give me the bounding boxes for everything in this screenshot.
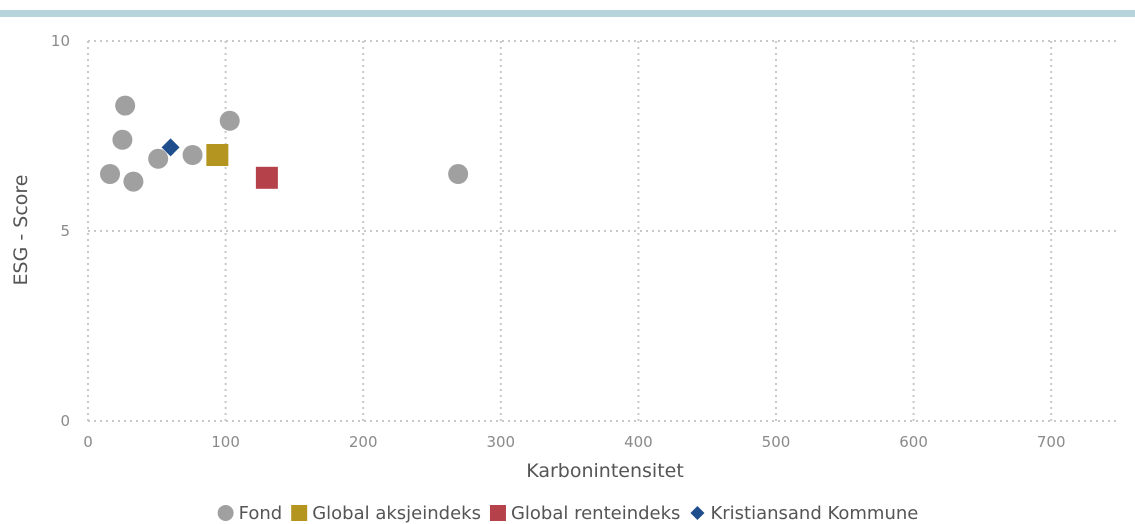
y-axis-title: ESG - Score [10,175,32,286]
x-tick-label: 600 [899,433,928,451]
x-axis-title: Karbonintensitet [526,460,684,482]
data-point [148,148,169,169]
legend-item: Kristiansand Kommune [690,503,918,524]
marks-layer [100,95,469,192]
y-tick-label: 0 [60,412,70,430]
y-tick-label: 5 [60,222,70,240]
legend-item: Global aksjeindeks [291,503,481,524]
data-point [161,138,180,157]
data-point [112,129,133,150]
header-bar [0,10,1135,17]
data-point [206,144,229,166]
x-tick-label: 100 [211,433,240,451]
legend-label: Global aksjeindeks [312,503,481,524]
legend-label: Global renteindeks [511,503,680,524]
x-tick-label: 700 [1037,433,1066,451]
legend-item: Global renteindeks [489,503,680,524]
x-tick-label: 500 [762,433,791,451]
legend-item: Fond [217,503,283,524]
legend-marker [489,505,506,521]
legend-label: Kristiansand Kommune [710,503,918,524]
grid-layer [87,40,1120,422]
y-tick-label: 10 [51,32,70,50]
data-point [115,95,136,116]
x-tick-label: 200 [349,433,378,451]
legend-marker [690,506,705,520]
x-tick-label: 300 [486,433,515,451]
x-tick-label: 0 [83,433,93,451]
data-point [448,164,469,184]
legend: Fond Global aksjeindeks Global renteindeks… [217,503,918,524]
legend-marker [291,505,308,521]
data-point [182,145,203,165]
x-tick-label: 400 [624,433,653,451]
data-point [255,166,278,189]
data-point [100,164,121,184]
data-point [123,171,144,192]
legend-marker [217,505,234,521]
legend-label: Fond [239,503,283,524]
data-point [219,110,240,131]
